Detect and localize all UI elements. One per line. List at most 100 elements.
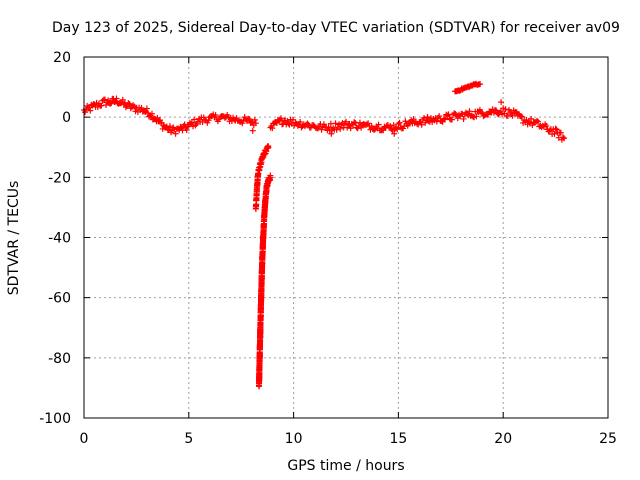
data-point — [148, 110, 155, 117]
data-point — [122, 104, 129, 111]
y-tick-label: -80 — [48, 351, 71, 367]
data-point — [370, 126, 377, 133]
data-point — [365, 120, 372, 127]
data-point — [440, 115, 447, 122]
data-point — [138, 104, 145, 111]
data-point — [473, 113, 480, 120]
data-point — [553, 126, 560, 133]
y-tick-label: -100 — [39, 411, 71, 427]
y-axis-title: SDTVAR / TECUs — [6, 181, 22, 296]
data-point — [125, 100, 132, 107]
data-point — [347, 125, 354, 132]
data-point — [560, 135, 567, 142]
data-point — [284, 117, 291, 124]
data-point — [452, 110, 459, 117]
data-point — [441, 116, 448, 123]
data-point — [444, 112, 451, 119]
data-point — [328, 130, 335, 137]
data-point — [127, 105, 134, 112]
data-point — [166, 123, 173, 130]
data-point — [249, 127, 256, 134]
data-point — [252, 120, 259, 127]
data-point — [165, 126, 172, 133]
data-point — [533, 117, 540, 124]
data-point — [460, 115, 467, 122]
data-point — [395, 120, 402, 127]
data-point — [424, 113, 431, 120]
data-point — [172, 130, 179, 137]
data-point — [344, 124, 351, 131]
data-point — [509, 112, 516, 119]
data-point — [502, 106, 509, 113]
data-point — [183, 127, 190, 134]
data-point — [535, 118, 542, 125]
data-point — [466, 108, 473, 115]
x-tick-label: 5 — [184, 431, 193, 447]
data-point — [143, 105, 150, 112]
ticks-layer: 0 5 10 15 20 25 -100 -80 -60 -40 -20 0 20 — [39, 50, 617, 447]
data-point — [191, 116, 198, 123]
data-point — [351, 119, 358, 126]
x-tick-label: 0 — [80, 431, 89, 447]
data-point — [269, 125, 276, 132]
data-point — [267, 174, 274, 181]
data-point — [205, 117, 212, 124]
data-point — [396, 119, 403, 126]
data-point — [107, 100, 114, 107]
data-point — [251, 116, 258, 123]
data-point — [519, 113, 526, 120]
data-point — [387, 123, 394, 130]
y-tick-label: 20 — [53, 50, 71, 66]
data-point — [265, 144, 272, 151]
x-tick-label: 25 — [599, 431, 617, 447]
data-point — [375, 121, 382, 128]
data-point — [498, 99, 505, 106]
data-point — [391, 130, 398, 137]
data-point — [448, 116, 455, 123]
data-point — [557, 129, 564, 136]
data-point — [418, 121, 425, 128]
data-point — [87, 107, 94, 114]
data-point — [402, 118, 409, 125]
data-point — [546, 127, 553, 134]
y-tick-label: -20 — [48, 170, 71, 186]
data-point — [239, 120, 246, 127]
data-point — [113, 95, 120, 102]
data-point — [394, 126, 401, 133]
data-point — [493, 107, 500, 114]
data-point — [177, 123, 184, 130]
x-tick-label: 15 — [389, 431, 407, 447]
data-point — [108, 100, 115, 107]
data-points-layer — [81, 80, 567, 390]
data-point — [297, 119, 304, 126]
data-point — [103, 102, 110, 109]
chart-title: Day 123 of 2025, Sidereal Day-to-day VTE… — [52, 20, 620, 36]
data-point — [512, 108, 519, 115]
data-point — [332, 120, 339, 127]
data-point — [82, 109, 89, 116]
data-point — [552, 125, 559, 132]
y-tick-label: -60 — [48, 291, 71, 307]
data-point — [278, 115, 285, 122]
data-point — [528, 115, 535, 122]
data-point — [551, 130, 558, 137]
data-point — [212, 112, 219, 119]
x-tick-label: 10 — [285, 431, 303, 447]
data-point — [543, 122, 550, 129]
data-point — [105, 97, 112, 104]
x-axis-title: GPS time / hours — [287, 458, 404, 474]
data-point — [393, 125, 400, 132]
data-point — [477, 81, 484, 88]
data-point — [559, 134, 566, 141]
data-point — [358, 124, 365, 131]
data-point — [325, 124, 332, 131]
data-point — [304, 120, 311, 127]
data-point — [436, 113, 443, 120]
data-point — [298, 124, 305, 131]
x-tick-label: 20 — [494, 431, 512, 447]
y-tick-label: -40 — [48, 231, 71, 247]
data-point — [337, 125, 344, 132]
data-point — [343, 118, 349, 125]
